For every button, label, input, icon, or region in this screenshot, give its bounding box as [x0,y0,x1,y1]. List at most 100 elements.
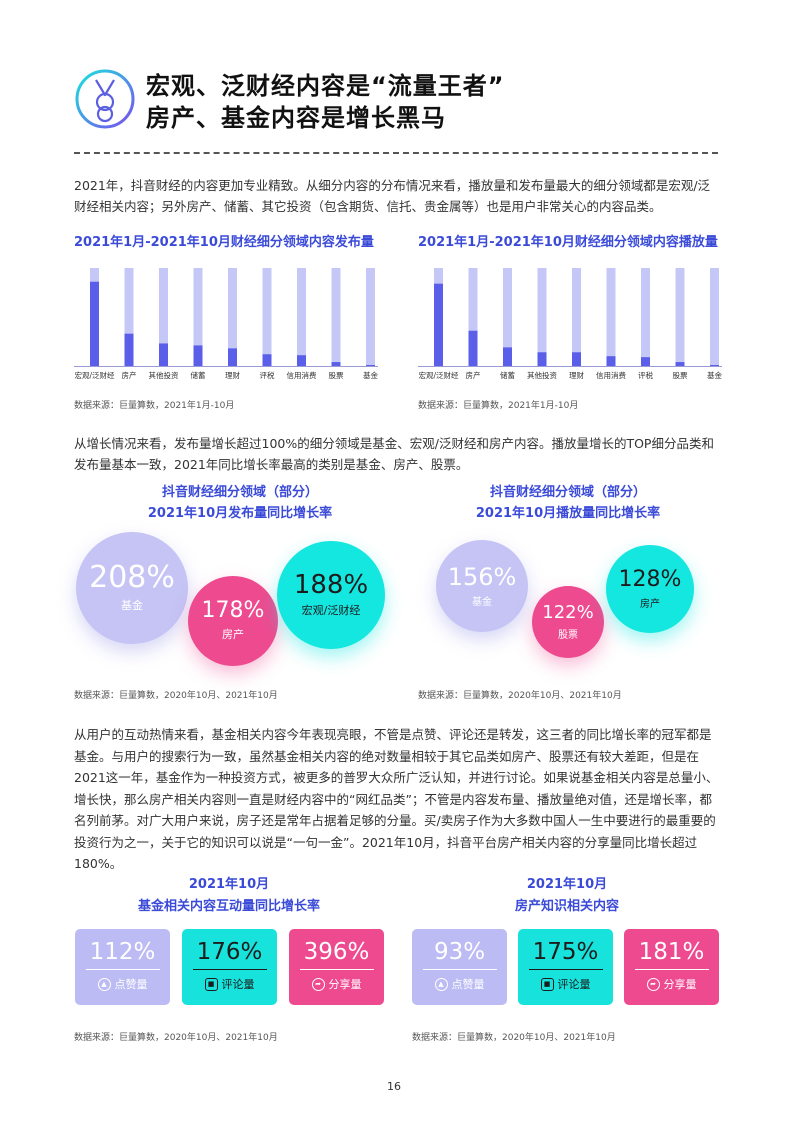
source-note: 数据来源：巨量算数，2021年1月-10月 [74,401,235,411]
bar-2 [503,347,512,366]
thumb-icon: ▲ [434,977,448,991]
stat-label: ▲ 点赞量 [434,976,485,992]
bubble-label: 房产 [640,598,660,610]
card-divider [85,969,160,970]
bar-chart-plays: 宏观/泛财经 房产 储蓄 其他投资 理财 信用消费 评税 股票 基金 [418,262,728,397]
bar-3 [193,345,203,366]
bubble-macro: 188% 宏观/泛财经 [277,541,385,649]
card-title-line-2: 基金相关内容互动量同比增长率 [137,899,320,914]
bubble-value: 178% [201,598,265,623]
bubble-label: 宏观/泛财经 [301,604,361,617]
card-divider [528,969,603,970]
bar-track [710,268,719,366]
x-tick-label: 基金 [707,370,722,380]
x-tick-label: 信用消费 [287,370,317,380]
bubble-title-line-1: 抖音财经细分领域（部分） [161,485,318,500]
bubble-value: 188% [293,570,369,600]
bar-track [641,268,650,366]
bar-8 [366,365,375,366]
card-divider [634,969,709,970]
dashed-divider [74,152,718,154]
bar-5 [262,354,272,366]
source-note: 数据来源：巨量算数，2020年10月、2021年10月 [418,691,622,701]
bar-7 [331,362,341,366]
stat-card-shares: 181% ➦ 分享量 [624,929,719,1005]
bubble-value: 156% [447,562,517,591]
stat-label: ▲ 点赞量 [97,976,148,992]
bubble-value: 128% [618,566,682,592]
source-note: 数据来源：巨量算数，2020年10月、2021年10月 [412,1033,616,1043]
stat-label-text: 评论量 [557,978,591,991]
bar-track [193,268,203,366]
bar-0 [90,281,99,366]
source-note: 数据来源：巨量算数，2020年10月、2021年10月 [74,691,278,701]
x-tick-label: 股票 [673,371,688,380]
x-tick-label: 宏观/泛财经 [418,370,459,380]
bubble-value: 122% [542,601,594,623]
bubble-label: 基金 [121,599,143,612]
stat-value: 176% [196,939,263,965]
stat-label: ■ 评论量 [540,976,591,992]
stat-card-likes: 93% ▲ 点赞量 [412,929,507,1005]
bar-track [366,268,375,366]
bar-chart-svg: 宏观/泛财经 房产 储蓄 其他投资 理财 信用消费 评税 股票 基金 [418,268,722,380]
chart-title-plays: 2021年1月-2021年10月财经细分领域内容播放量 [418,235,718,250]
bar-track [331,268,341,366]
bar-track [297,268,306,366]
card-title-line-2: 房产知识相关内容 [514,899,619,914]
stat-label-text: 分享量 [663,978,697,991]
bubble-property: 178% 房产 [188,576,278,666]
bubble-title-line-2: 2021年10月播放量同比增长率 [475,506,661,521]
x-tick-label: 其他投资 [149,370,179,380]
x-tick-label: 储蓄 [191,370,206,380]
bar-track [675,268,685,366]
bar-track [572,268,581,366]
comment-icon: ■ [540,977,554,991]
bar-3 [537,352,547,366]
bubble-fund: 156% 基金 [436,540,528,632]
stat-label-text: 点赞量 [451,978,485,991]
stat-label-text: 点赞量 [114,978,148,991]
x-tick-label: 理财 [225,370,240,380]
bar-1 [468,330,478,366]
bar-1 [124,333,134,366]
page-title: 宏观、泛财经内容是“流量王者” 房产、基金内容是增长黑马 [146,70,505,134]
x-tick-label: 房产 [466,370,481,380]
share-icon: ➦ [646,977,660,991]
x-tick-label: 评税 [638,370,653,380]
bubble-chart-title-posts: 抖音财经细分领域（部分） 2021年10月发布量同比增长率 [90,482,390,524]
bar-track [228,268,237,366]
stat-value: 175% [532,939,599,965]
bubble-title-line-2: 2021年10月发布量同比增长率 [147,506,333,521]
x-tick-label: 评税 [260,370,275,380]
page-number: 16 [387,1080,401,1093]
stat-label-text: 分享量 [328,978,362,991]
x-tick-label: 理财 [569,370,584,380]
stat-label: ➦ 分享量 [311,976,362,992]
share-icon: ➦ [311,977,325,991]
bar-track [503,268,512,366]
bar-7 [675,362,685,366]
stat-card-comments: 175% ■ 评论量 [518,929,613,1005]
interaction-paragraph: 从用户的互动热情来看，基金相关内容今年表现亮眼，不管是点赞、评论还是转发，这三者… [74,727,719,871]
bar-6 [641,357,650,366]
title-line-1: 宏观、泛财经内容是“流量王者” [146,72,505,100]
bar-track [537,268,547,366]
bar-chart-svg: 宏观/泛财经 房产 其他投资 储蓄 理财 评税 信用消费 股票 基金 [74,268,378,380]
bubble-label: 基金 [472,596,492,608]
source-note: 数据来源：巨量算数，2021年1月-10月 [418,401,579,411]
bubble-stock: 122% 股票 [532,586,604,658]
stat-value: 396% [303,939,370,965]
x-tick-label: 储蓄 [500,370,515,380]
number-eight-badge-icon [75,69,135,129]
x-tick-label: 宏观/泛财经 [74,370,115,380]
bar-5 [606,356,616,366]
thumb-icon: ▲ [97,977,111,991]
bar-2 [159,343,168,366]
card-divider [192,969,267,970]
stat-value: 93% [433,939,486,965]
bar-4 [228,348,237,366]
x-tick-label: 股票 [329,371,344,380]
source-note: 数据来源：巨量算数，2020年10月、2021年10月 [74,1033,278,1043]
bar-track [262,268,272,366]
